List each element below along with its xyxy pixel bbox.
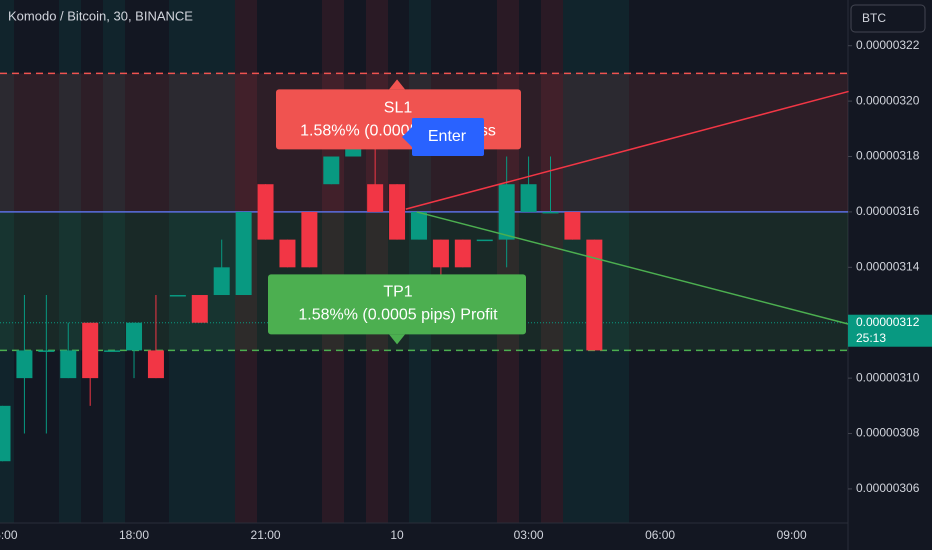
x-tick-label: 09:00 [777, 528, 807, 542]
sl-pointer [389, 79, 406, 90]
x-tick-label: 03:00 [514, 528, 544, 542]
candle-body [520, 184, 537, 212]
countdown-label: 25:13 [856, 331, 886, 345]
candle-body [60, 350, 77, 379]
candle-body [279, 239, 296, 268]
sl-label: SL1 [384, 100, 413, 117]
candle-body [16, 350, 33, 379]
candle-body [564, 211, 581, 240]
candle-body [454, 239, 471, 268]
projection-line [416, 211, 849, 325]
candle-body [0, 405, 11, 462]
candle-body [476, 239, 493, 242]
tp-pointer [389, 334, 406, 345]
candle-body [191, 295, 208, 323]
candle-body [389, 184, 406, 240]
tp-label: TP1 [383, 284, 412, 301]
y-tick-label: 0.00000320 [856, 93, 920, 107]
candle-body [367, 184, 384, 212]
currency-label: BTC [862, 11, 886, 25]
last-price-box [848, 314, 932, 347]
x-tick-label: 15:00 [0, 528, 18, 542]
y-tick-label: 0.00000322 [856, 38, 920, 52]
candle-body [38, 350, 55, 352]
candle-body [235, 211, 252, 296]
y-tick-label: 0.00000314 [856, 259, 920, 273]
candle-body [586, 239, 603, 351]
last-price-label: 0.00000312 [856, 315, 920, 329]
candle-body [301, 211, 318, 268]
candle-body [498, 184, 515, 240]
x-tick-label: 18:00 [119, 528, 149, 542]
y-tick-label: 0.00000308 [856, 426, 920, 440]
candle-body [169, 295, 186, 297]
candle-body [323, 156, 340, 185]
currency-button[interactable] [850, 4, 926, 33]
candle-body [257, 184, 274, 240]
x-tick-label: 10 [390, 528, 404, 542]
x-tick-label: 06:00 [645, 528, 675, 542]
candle-body [126, 322, 143, 351]
y-tick-label: 0.00000310 [856, 370, 920, 384]
candle-body [432, 239, 449, 268]
projection-line [405, 90, 849, 210]
x-tick-label: 21:00 [251, 528, 281, 542]
tp-text: 1.58%% (0.0005 pips) Profit [298, 307, 498, 324]
enter-badge [402, 118, 484, 156]
candle-body [542, 211, 559, 214]
chart-title: Komodo / Bitcoin, 30, BINANCE [8, 8, 193, 23]
candle-body [82, 322, 99, 379]
y-tick-label: 0.00000318 [856, 149, 920, 163]
tp-box [268, 274, 526, 335]
y-tick-label: 0.00000316 [856, 204, 920, 218]
enter-label: Enter [428, 128, 467, 145]
candle-body [104, 350, 121, 352]
candle-body [147, 350, 164, 379]
candle-body [213, 267, 230, 296]
y-tick-label: 0.00000306 [856, 481, 920, 495]
candle-body [410, 211, 427, 240]
sl-box [276, 89, 521, 150]
